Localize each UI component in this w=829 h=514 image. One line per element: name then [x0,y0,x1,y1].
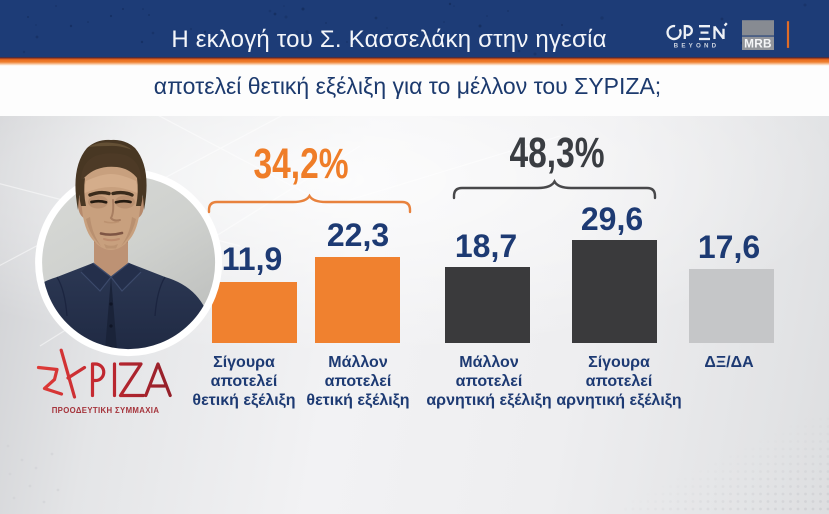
svg-text:BEYOND: BEYOND [674,43,720,50]
svg-text:MRB: MRB [744,37,772,51]
svg-text:ΠΡΟΟΔΕΥΤΙΚΗ ΣΥΜΜΑΧΙΑ: ΠΡΟΟΔΕΥΤΙΚΗ ΣΥΜΜΑΧΙΑ [52,406,160,415]
